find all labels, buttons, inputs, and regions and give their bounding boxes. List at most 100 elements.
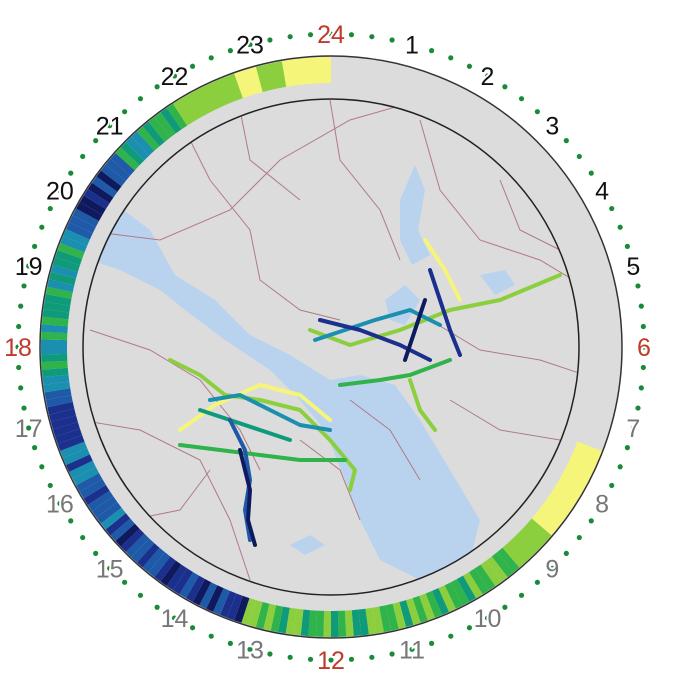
ring-dot — [409, 646, 415, 652]
hour-label: 20 — [46, 178, 74, 206]
activity-segment — [502, 518, 552, 568]
ring-dot — [617, 464, 623, 470]
activity-segment — [96, 170, 122, 192]
activity-segment — [213, 588, 230, 615]
ring-dot — [307, 656, 314, 662]
activity-segment — [220, 590, 237, 618]
ring-dot — [287, 34, 293, 40]
ring-dot — [588, 518, 594, 524]
activity-segment — [199, 582, 218, 609]
activity-segment — [248, 600, 263, 628]
ring-dot — [171, 73, 178, 79]
activity-segment — [55, 250, 83, 266]
activity-segment — [44, 294, 72, 306]
ring-dot — [15, 344, 21, 350]
ring-dot — [208, 633, 214, 639]
activity-segment — [100, 507, 126, 530]
activity-segment — [60, 441, 88, 458]
activity-segment — [83, 189, 110, 210]
activity-segment — [263, 603, 277, 631]
activity-segment — [41, 316, 69, 327]
activity-segment — [45, 395, 73, 408]
activity-segment — [450, 579, 470, 606]
ring-dot — [502, 604, 508, 610]
ring-dot — [93, 138, 99, 144]
activity-segment — [308, 610, 318, 637]
activity-segment — [125, 533, 150, 558]
ring-dot — [18, 385, 24, 391]
activity-segment — [57, 243, 85, 259]
activity-segment — [52, 257, 80, 273]
ring-dot — [638, 303, 644, 309]
activity-segment — [154, 112, 176, 138]
activity-segment — [55, 428, 83, 444]
activity-segment — [41, 367, 69, 378]
ring-dot — [247, 42, 253, 48]
map-disc — [83, 99, 579, 595]
activity-segment — [115, 147, 140, 171]
ring-dot — [484, 73, 491, 79]
activity-segment — [72, 466, 99, 486]
activity-segment — [293, 608, 304, 636]
ring-dot — [429, 48, 435, 54]
dotted-hour-ring — [15, 31, 647, 663]
hour-label: 6 — [637, 334, 651, 362]
ring-dot — [448, 633, 454, 639]
activity-segment — [96, 502, 122, 524]
ring-dot — [328, 657, 334, 663]
activity-segment — [41, 331, 68, 341]
activity-segment — [110, 518, 135, 542]
ring-dot — [630, 263, 636, 269]
hour-label: 7 — [626, 415, 640, 443]
activity-segment — [412, 595, 428, 623]
water-body — [83, 190, 480, 580]
ring-dot — [599, 500, 605, 507]
lake-east — [480, 270, 515, 295]
activity-segment — [425, 590, 442, 618]
ring-dot — [635, 283, 641, 289]
activity-segment — [83, 484, 110, 505]
ring-dot — [624, 243, 630, 249]
ring-dot — [369, 34, 375, 40]
ring-dot — [348, 32, 355, 38]
activity-segment — [105, 513, 131, 536]
activity-segment — [227, 593, 243, 621]
activity-segment — [166, 564, 188, 591]
activity-segment — [285, 607, 297, 635]
ring-dot — [21, 283, 27, 289]
ring-dot — [39, 464, 45, 470]
activity-segment — [456, 575, 476, 602]
activity-segment — [255, 61, 287, 92]
activity-segment — [432, 588, 449, 615]
ring-dot — [638, 385, 644, 391]
ring-dot — [16, 364, 22, 371]
activity-segment — [115, 523, 140, 547]
ring-dot — [328, 31, 334, 37]
activity-segment — [392, 602, 407, 629]
activity-segment — [43, 381, 71, 393]
activity-segment — [315, 610, 325, 637]
activity-segment — [136, 126, 160, 151]
activity-segment — [69, 460, 96, 479]
ring-dot — [122, 109, 128, 115]
hour-label: 24 — [317, 21, 345, 49]
activity-segment — [281, 57, 331, 87]
activity-segment — [186, 575, 206, 602]
ring-dot — [563, 550, 569, 556]
hour-label: 9 — [545, 555, 559, 583]
activity-segment — [300, 609, 311, 637]
activity-segment — [206, 585, 224, 612]
ring-dot — [227, 640, 233, 646]
ring-dot — [80, 153, 86, 160]
movement-tracks — [148, 143, 562, 547]
hour-label: 13 — [236, 636, 264, 664]
ring-dot — [563, 138, 569, 144]
activity-segment — [480, 560, 502, 586]
activity-segment — [173, 73, 243, 126]
activity-segment — [234, 66, 263, 99]
activity-segment — [278, 606, 290, 634]
activity-segment — [491, 552, 514, 578]
hour-label: 15 — [96, 555, 124, 583]
activity-segment — [344, 610, 354, 637]
